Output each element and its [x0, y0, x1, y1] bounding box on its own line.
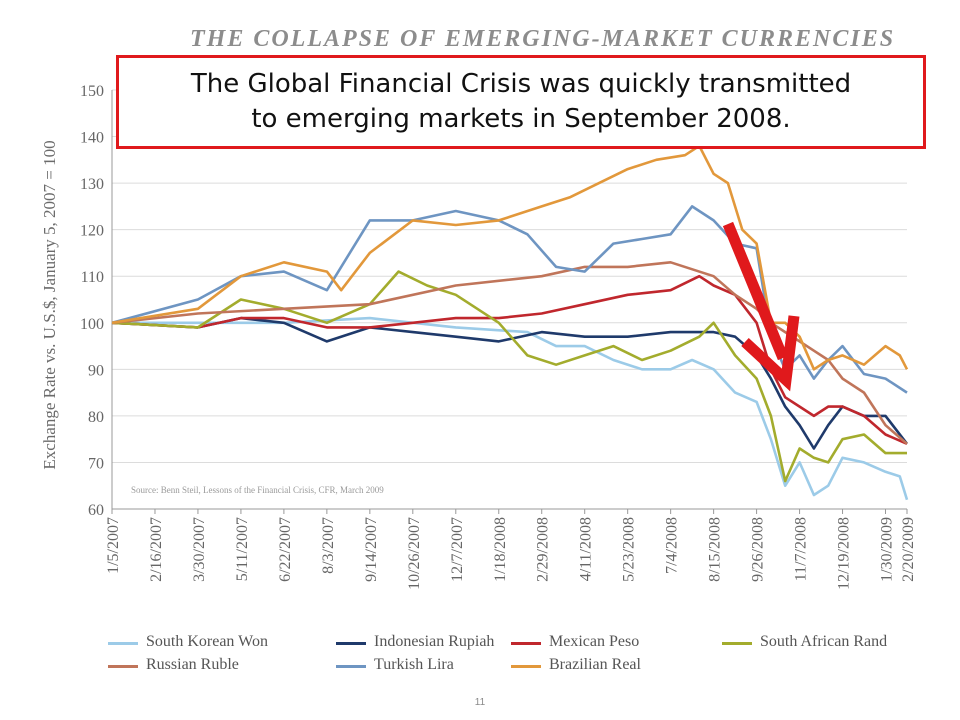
x-tick-label: 8/15/2008 [707, 517, 724, 582]
y-tick-label: 150 [80, 83, 104, 100]
legend-label: Turkish Lira [374, 656, 454, 673]
callout-box: The Global Financial Crisis was quickly … [116, 55, 926, 149]
x-tick-label: 5/11/2007 [234, 517, 251, 581]
legend-swatch [108, 642, 138, 645]
y-tick-label: 100 [80, 316, 104, 333]
x-tick-label: 5/23/2008 [621, 517, 638, 582]
x-tick-label: 12/7/2007 [449, 517, 466, 582]
x-tick-label: 12/19/2008 [836, 517, 853, 590]
legend-label: Indonesian Rupiah [374, 633, 495, 650]
series-line-south-korean-won [112, 316, 909, 501]
y-tick-label: 70 [88, 455, 104, 472]
x-tick-label: 1/5/2007 [105, 517, 122, 574]
legend-swatch [722, 642, 752, 645]
x-tick-label: 2/16/2007 [148, 517, 165, 582]
legend-label: Mexican Peso [549, 633, 640, 650]
y-tick-label: 60 [88, 502, 104, 519]
callout-text: The Global Financial Crisis was quickly … [190, 69, 852, 134]
legend-label: Russian Ruble [146, 656, 239, 673]
axes: 60 70 80 90 100 110 120 130 140 150 1/5/2007 2/16/2… [80, 83, 917, 590]
legend-label: South Korean Won [146, 633, 268, 650]
arrow-head [741, 315, 800, 392]
y-tick-label: 120 [80, 223, 104, 240]
series-line-mexican-peso [111, 274, 908, 445]
x-tick-label: 10/26/2007 [406, 517, 423, 590]
legend-swatch [336, 642, 366, 645]
x-tick-label: 9/26/2008 [750, 517, 767, 582]
x-tick-label: 8/3/2007 [320, 517, 337, 574]
series-line-russian-ruble [111, 260, 908, 445]
x-tick-label: 2/20/2009 [900, 517, 917, 582]
y-tick-label: 90 [88, 362, 104, 379]
series-line-brazilian-real [111, 144, 909, 371]
red-arrow [722, 221, 800, 392]
x-tick-label: 7/4/2008 [664, 517, 681, 574]
x-tick-label: 9/14/2007 [363, 517, 380, 582]
y-tick-label: 110 [81, 269, 104, 286]
gridlines [112, 89, 907, 510]
legend-label: Brazilian Real [549, 656, 641, 673]
series-line-south-african-rand [111, 270, 907, 483]
x-tick-label: 1/30/2009 [879, 517, 896, 582]
legend-swatch [108, 665, 138, 668]
y-tick-label: 80 [88, 409, 104, 426]
x-tick-label: 3/30/2007 [191, 517, 208, 582]
x-tick-label: 6/22/2007 [277, 517, 294, 582]
page-number: 11 [474, 697, 486, 708]
series-line-turkish-lira [111, 205, 908, 394]
x-tick-label: 11/7/2008 [793, 517, 810, 581]
series-line-indonesian-rupiah [111, 316, 909, 450]
y-axis-label: Exchange Rate vs. U.S.$, January 5, 2007… [40, 140, 59, 470]
x-tick-label: 1/18/2008 [492, 517, 509, 582]
x-tick-label: 4/11/2008 [578, 517, 595, 581]
y-tick-label: 140 [80, 130, 104, 147]
legend-swatch [511, 642, 541, 645]
source-note: Source: Benn Steil, Lessons of the Finan… [131, 485, 384, 495]
legend-swatch [511, 665, 541, 668]
series-lines [111, 144, 909, 501]
legend-swatch [336, 665, 366, 668]
chart-title: THE COLLAPSE OF EMERGING-MARKET CURRENCI… [190, 26, 896, 52]
legend-label: South African Rand [760, 633, 888, 650]
y-tick-label: 130 [80, 176, 104, 193]
x-tick-label: 2/29/2008 [535, 517, 552, 582]
arrow-shaft [722, 221, 789, 361]
